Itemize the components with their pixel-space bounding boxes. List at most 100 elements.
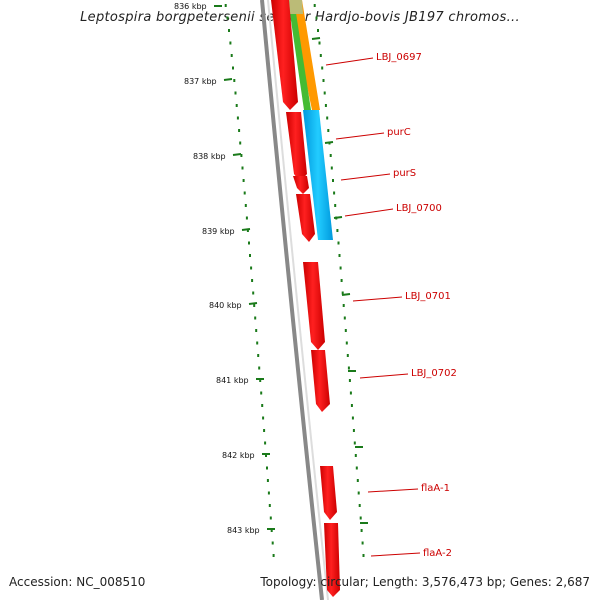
scale-dot bbox=[349, 391, 352, 395]
gene-labels: LBJ_0697 purC purS LBJ_0700 LBJ_0701 LBJ… bbox=[376, 52, 457, 559]
scale-dot bbox=[265, 454, 267, 457]
scale-dot bbox=[233, 79, 236, 82]
accession-label: Accession: NC_008510 bbox=[9, 575, 146, 589]
scale-ticks: 836 kbp 837 kbp 838 kbp 839 kbp 840 kbp … bbox=[174, 2, 275, 535]
scale-dot bbox=[344, 329, 347, 332]
scale-dot bbox=[359, 516, 362, 520]
gene-arrow[interactable] bbox=[293, 176, 309, 194]
scale-dot bbox=[361, 541, 364, 545]
cog-bars bbox=[288, 0, 333, 240]
scale-dot bbox=[339, 266, 342, 270]
scale-dot bbox=[356, 479, 359, 482]
scale-dot bbox=[268, 504, 271, 507]
scale-dot bbox=[263, 429, 266, 432]
gene-leader-lines bbox=[325, 57, 421, 557]
scale-dot bbox=[318, 41, 321, 45]
gene-label-lbj-0700[interactable]: LBJ_0700 bbox=[396, 203, 442, 214]
scale-dot bbox=[355, 466, 358, 470]
scale-dot bbox=[228, 29, 230, 32]
scale-dot bbox=[334, 204, 337, 207]
gene-label-flaa-1[interactable]: flaA-1 bbox=[421, 483, 450, 494]
gene-arrow[interactable] bbox=[296, 194, 315, 242]
scale-dot bbox=[271, 541, 274, 545]
scale-dot bbox=[269, 516, 272, 520]
scale-dot bbox=[321, 66, 324, 70]
scale-dot bbox=[240, 154, 243, 157]
scale-dot bbox=[345, 341, 348, 345]
scale-dot bbox=[229, 41, 232, 45]
scale-dot bbox=[346, 354, 349, 357]
scale-dot bbox=[253, 304, 256, 307]
scale-dot bbox=[259, 379, 262, 382]
scale-dot bbox=[333, 191, 336, 195]
gene-arrow[interactable] bbox=[271, 0, 298, 110]
tick-label-837: 837 kbp bbox=[184, 77, 217, 86]
tick-label-839: 839 kbp bbox=[202, 227, 235, 236]
gene-label-purc[interactable]: purC bbox=[387, 127, 411, 138]
scale-dot bbox=[242, 179, 245, 182]
scale-track-left bbox=[224, 4, 275, 557]
scale-dot bbox=[354, 454, 357, 457]
scale-dot bbox=[264, 441, 267, 445]
scale-dot bbox=[324, 104, 327, 107]
scale-dot bbox=[358, 504, 361, 507]
scale-dot bbox=[245, 216, 248, 220]
scale-dot bbox=[260, 391, 263, 395]
scale-dot bbox=[255, 329, 258, 332]
scale-dot bbox=[241, 166, 244, 170]
gene-arrow[interactable] bbox=[324, 523, 340, 597]
scale-dot bbox=[244, 204, 247, 207]
scale-dot bbox=[352, 429, 355, 432]
scale-dot bbox=[347, 366, 350, 370]
tick-label-836: 836 kbp bbox=[174, 2, 207, 11]
scale-dot bbox=[266, 479, 269, 482]
scale-dot bbox=[267, 491, 270, 495]
scale-dot bbox=[239, 141, 242, 145]
scale-dot bbox=[238, 129, 241, 132]
scale-dot bbox=[251, 279, 254, 282]
scale-dot bbox=[362, 554, 365, 557]
scale-dot bbox=[249, 254, 251, 257]
scale-dot bbox=[348, 379, 351, 382]
gene-label-flaa-2[interactable]: flaA-2 bbox=[423, 548, 452, 559]
gene-label-lbj-0697[interactable]: LBJ_0697 bbox=[376, 52, 422, 63]
scale-dot bbox=[338, 254, 341, 257]
gene-arrow[interactable] bbox=[311, 350, 330, 412]
gene-label-lbj-0702[interactable]: LBJ_0702 bbox=[411, 368, 457, 379]
scale-dot bbox=[226, 16, 229, 20]
scale-dot bbox=[330, 166, 333, 170]
scale-dot bbox=[360, 529, 363, 532]
scale-dot bbox=[340, 279, 343, 282]
scale-dot bbox=[232, 66, 234, 70]
scale-dot bbox=[257, 354, 260, 357]
scale-dot bbox=[326, 116, 329, 120]
scale-dot bbox=[246, 229, 249, 232]
tick-label-840: 840 kbp bbox=[209, 301, 242, 310]
scale-dot bbox=[329, 154, 332, 157]
gene-label-lbj-0701[interactable]: LBJ_0701 bbox=[405, 291, 451, 302]
scale-dot bbox=[261, 404, 264, 407]
scale-dot bbox=[336, 229, 339, 232]
scale-dot bbox=[262, 416, 265, 420]
scale-dot bbox=[341, 291, 344, 295]
scale-dot bbox=[248, 241, 250, 245]
scale-ticks-right bbox=[311, 37, 368, 524]
scale-dot bbox=[250, 266, 253, 270]
scale-dot bbox=[353, 441, 356, 445]
scale-dot bbox=[332, 179, 334, 182]
gene-label-purs[interactable]: purS bbox=[393, 168, 416, 179]
gene-arrow[interactable] bbox=[286, 112, 307, 182]
scale-dot bbox=[319, 54, 322, 57]
scale-dot bbox=[234, 91, 237, 95]
scale-dot bbox=[272, 554, 275, 557]
tick-label-841: 841 kbp bbox=[216, 376, 249, 385]
scale-dot bbox=[252, 291, 255, 295]
tick-label-843: 843 kbp bbox=[227, 526, 260, 535]
gene-arrow[interactable] bbox=[303, 262, 325, 350]
scale-dot bbox=[256, 341, 259, 345]
backbone bbox=[260, 0, 329, 600]
scale-dot bbox=[342, 304, 345, 307]
scale-dot bbox=[235, 104, 238, 107]
gene-arrow[interactable] bbox=[320, 466, 337, 520]
